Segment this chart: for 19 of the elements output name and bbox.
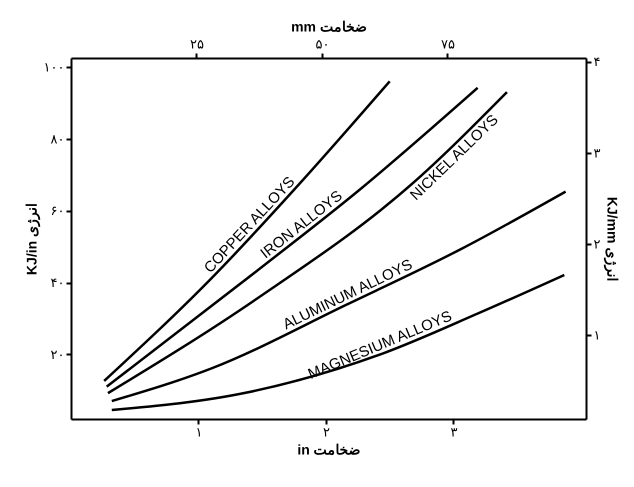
y2-tick-label: ۱ [594, 328, 600, 343]
y-axis-title: انرژی KJ/in [24, 202, 40, 276]
y-tick-label: ۶۰ [50, 203, 64, 218]
x-axis-title: ضخامت in [297, 442, 361, 458]
x-tick-label: ۲ [322, 424, 330, 440]
x-tick-label: ۱ [195, 424, 202, 440]
y2-tick-label: ۳ [594, 145, 600, 160]
y2-axis-title: انرژی KJ/mm [604, 196, 620, 282]
y-tick-label: ۸۰ [50, 131, 64, 146]
x2-axis-title: ضخامت mm [291, 18, 367, 34]
x2-tick-label: ۷۵ [440, 36, 455, 52]
y-tick-label: ۱۰۰ [44, 59, 64, 74]
y-tick-label: ۴۰ [50, 275, 64, 290]
x2-tick-label: ۲۵ [190, 36, 204, 52]
y2-tick-label: ۲ [594, 236, 600, 252]
x2-tick-label: ۵۰ [315, 36, 330, 52]
x-tick-label: ۳ [450, 424, 458, 440]
y-tick-label: ۲۰ [50, 346, 64, 362]
y2-tick-label: ۴ [594, 54, 600, 70]
